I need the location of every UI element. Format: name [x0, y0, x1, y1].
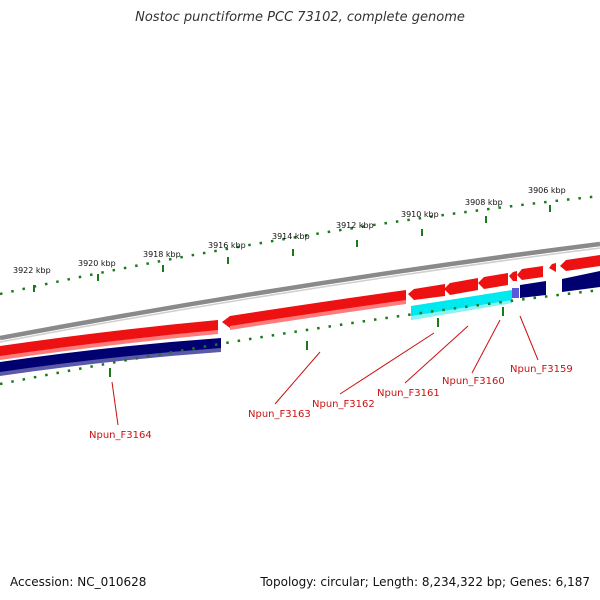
scale-label-3916: 3916 kbp — [208, 241, 246, 250]
gene-label-npun-f3160: Npun_F3160 — [442, 376, 505, 387]
gene-npun-f3160 — [478, 273, 508, 289]
scale-label-3920: 3920 kbp — [78, 259, 116, 268]
gene-label-npun-f3164: Npun_F3164 — [89, 430, 152, 441]
scale-label-3922: 3922 kbp — [13, 266, 51, 275]
gene-label-npun-f3159: Npun_F3159 — [510, 364, 573, 375]
gene-npun-f3159 — [517, 266, 543, 280]
topology-text: Topology: circular; Length: 8,234,322 bp… — [260, 575, 590, 589]
gene-label-npun-f3163: Npun_F3163 — [248, 409, 311, 420]
scale-label-3910: 3910 kbp — [401, 210, 439, 219]
scale-label-3914: 3914 kbp — [272, 232, 310, 241]
outer-major-ticks — [33, 205, 551, 292]
inner-major-ticks — [109, 307, 504, 377]
scale-label-3912: 3912 kbp — [336, 221, 374, 230]
gene-npun-f3163 — [222, 290, 406, 328]
small-reverse-gene — [512, 288, 519, 298]
gene-label-npun-f3162: Npun_F3162 — [312, 399, 375, 410]
scale-label-3918: 3918 kbp — [143, 250, 181, 259]
genome-backbone — [0, 241, 600, 341]
scale-label-3908: 3908 kbp — [465, 198, 503, 207]
map-title: Nostoc punctiforme PCC 73102, complete g… — [135, 10, 465, 25]
reverse-genes — [0, 271, 600, 376]
gene-npun-f3162 — [408, 284, 445, 300]
scale-label-3906: 3906 kbp — [528, 186, 566, 195]
gene-label-npun-f3161: Npun_F3161 — [377, 388, 440, 399]
outer-scale-arc — [0, 194, 600, 296]
forward-genes — [0, 255, 600, 360]
label-leaders — [111, 315, 539, 426]
gene-npun-f3161 — [444, 278, 478, 295]
accession-text: Accession: NC_010628 — [10, 575, 147, 589]
